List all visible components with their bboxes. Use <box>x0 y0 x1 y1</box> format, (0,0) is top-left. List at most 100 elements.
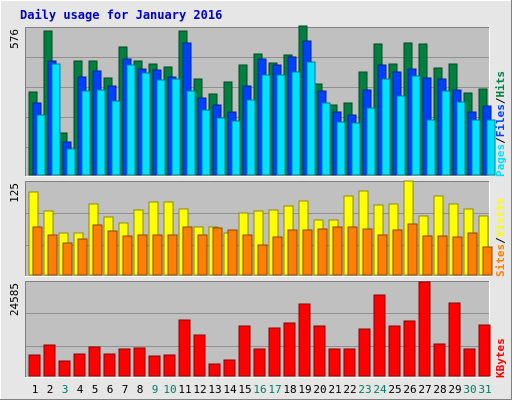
x-tick-day-14: 14 <box>223 383 237 396</box>
bar-pages-day-16 <box>261 74 271 176</box>
chart-title: Daily usage for January 2016 <box>20 8 222 22</box>
x-tick-day-16: 16 <box>253 383 266 396</box>
y-max-label: 125 <box>8 183 21 203</box>
x-tick-day-5: 5 <box>92 383 99 396</box>
bar-kbytes-day-26 <box>403 320 416 377</box>
legend-entry: Hits <box>494 71 507 98</box>
bar-sites-day-25 <box>392 229 403 276</box>
bar-sites-day-14 <box>227 229 238 276</box>
bar-pages-day-2 <box>51 63 61 176</box>
legend-hits-files-pages: Pages/Files/Hits <box>494 71 507 177</box>
bar-kbytes-day-9 <box>148 355 161 377</box>
x-tick-day-24: 24 <box>373 383 387 396</box>
legend-entry: Visits <box>494 198 507 238</box>
bar-pages-day-30 <box>471 119 481 176</box>
bar-pages-day-21 <box>336 121 346 176</box>
bar-sites-day-12 <box>197 234 208 276</box>
bar-kbytes-day-6 <box>103 353 116 377</box>
bar-pages-day-19 <box>306 61 316 176</box>
bar-sites-day-23 <box>362 228 373 276</box>
bar-sites-day-30 <box>467 232 478 276</box>
bar-sites-day-21 <box>332 226 343 276</box>
x-tick-day-21: 21 <box>328 383 341 396</box>
bar-kbytes-day-7 <box>118 348 131 377</box>
bar-kbytes-day-27 <box>418 281 431 377</box>
bar-kbytes-day-24 <box>373 294 386 377</box>
x-tick-day-29: 29 <box>448 383 461 396</box>
bar-kbytes-day-10 <box>163 354 176 377</box>
bar-kbytes-day-30 <box>463 348 476 377</box>
x-tick-day-26: 26 <box>403 383 416 396</box>
bar-kbytes-day-13 <box>208 363 221 377</box>
bar-pages-day-1 <box>36 114 46 176</box>
x-tick-day-18: 18 <box>283 383 296 396</box>
bar-sites-day-26 <box>407 223 418 276</box>
bar-kbytes-day-15 <box>238 325 251 377</box>
legend-entry: Sites <box>494 244 507 277</box>
x-tick-day-11: 11 <box>178 383 191 396</box>
x-tick-day-12: 12 <box>193 383 206 396</box>
legend-visits-sites: Sites/Visits <box>494 198 507 278</box>
bar-sites-day-18 <box>287 229 298 276</box>
panel-kbytes: 24585 KBytes <box>8 281 507 378</box>
x-tick-day-9: 9 <box>152 383 159 396</box>
bar-kbytes-day-29 <box>448 302 461 377</box>
bar-sites-day-19 <box>302 229 313 276</box>
bar-sites-day-31 <box>482 246 493 276</box>
bar-kbytes-day-25 <box>388 325 401 377</box>
bar-sites-day-11 <box>182 226 193 276</box>
x-tick-day-13: 13 <box>208 383 221 396</box>
bar-sites-day-3 <box>62 242 73 276</box>
bar-kbytes-day-14 <box>223 359 236 377</box>
bar-pages-day-13 <box>216 117 226 176</box>
bar-kbytes-day-12 <box>193 334 206 377</box>
bar-sites-day-16 <box>257 244 268 276</box>
x-tick-day-15: 15 <box>238 383 251 396</box>
bar-sites-day-27 <box>422 235 433 276</box>
y-max-label: 24585 <box>8 283 21 316</box>
bar-kbytes-day-17 <box>268 327 281 377</box>
bar-pages-day-23 <box>366 107 376 176</box>
bar-kbytes-day-31 <box>478 324 491 377</box>
bar-kbytes-day-5 <box>88 346 101 377</box>
x-tick-day-10: 10 <box>163 383 176 396</box>
bar-kbytes-day-28 <box>433 343 446 377</box>
bar-pages-day-6 <box>111 100 121 176</box>
bar-pages-day-18 <box>291 71 301 176</box>
bar-sites-day-10 <box>167 234 178 276</box>
x-tick-day-25: 25 <box>388 383 401 396</box>
bar-sites-day-8 <box>137 234 148 276</box>
x-tick-day-3: 3 <box>62 383 69 396</box>
bar-sites-day-4 <box>77 238 88 276</box>
x-tick-day-31: 31 <box>478 383 491 396</box>
bar-kbytes-day-23 <box>358 328 371 377</box>
bar-sites-day-13 <box>212 227 223 276</box>
bar-pages-day-4 <box>81 90 91 176</box>
bar-pages-day-27 <box>426 119 436 176</box>
x-tick-day-1: 1 <box>32 383 39 396</box>
bar-pages-day-26 <box>411 75 421 176</box>
x-tick-day-27: 27 <box>418 383 431 396</box>
legend-entry: Pages <box>494 144 507 177</box>
x-tick-day-19: 19 <box>298 383 311 396</box>
x-tick-day-17: 17 <box>268 383 281 396</box>
x-tick-day-2: 2 <box>47 383 54 396</box>
bar-pages-day-17 <box>276 74 286 176</box>
bar-pages-day-20 <box>321 102 331 176</box>
bar-sites-day-29 <box>452 236 463 276</box>
x-tick-day-20: 20 <box>313 383 326 396</box>
x-tick-day-4: 4 <box>77 383 84 396</box>
x-tick-day-22: 22 <box>343 383 356 396</box>
bar-kbytes-day-20 <box>313 325 326 377</box>
bar-pages-day-22 <box>351 122 361 176</box>
bar-kbytes-day-21 <box>328 348 341 377</box>
x-tick-day-30: 30 <box>463 383 476 396</box>
bar-sites-day-2 <box>47 234 58 276</box>
bar-pages-day-29 <box>456 101 466 176</box>
bar-sites-day-20 <box>317 228 328 276</box>
bar-sites-day-17 <box>272 236 283 276</box>
bar-pages-day-15 <box>246 99 256 176</box>
bar-kbytes-day-3 <box>58 360 71 377</box>
